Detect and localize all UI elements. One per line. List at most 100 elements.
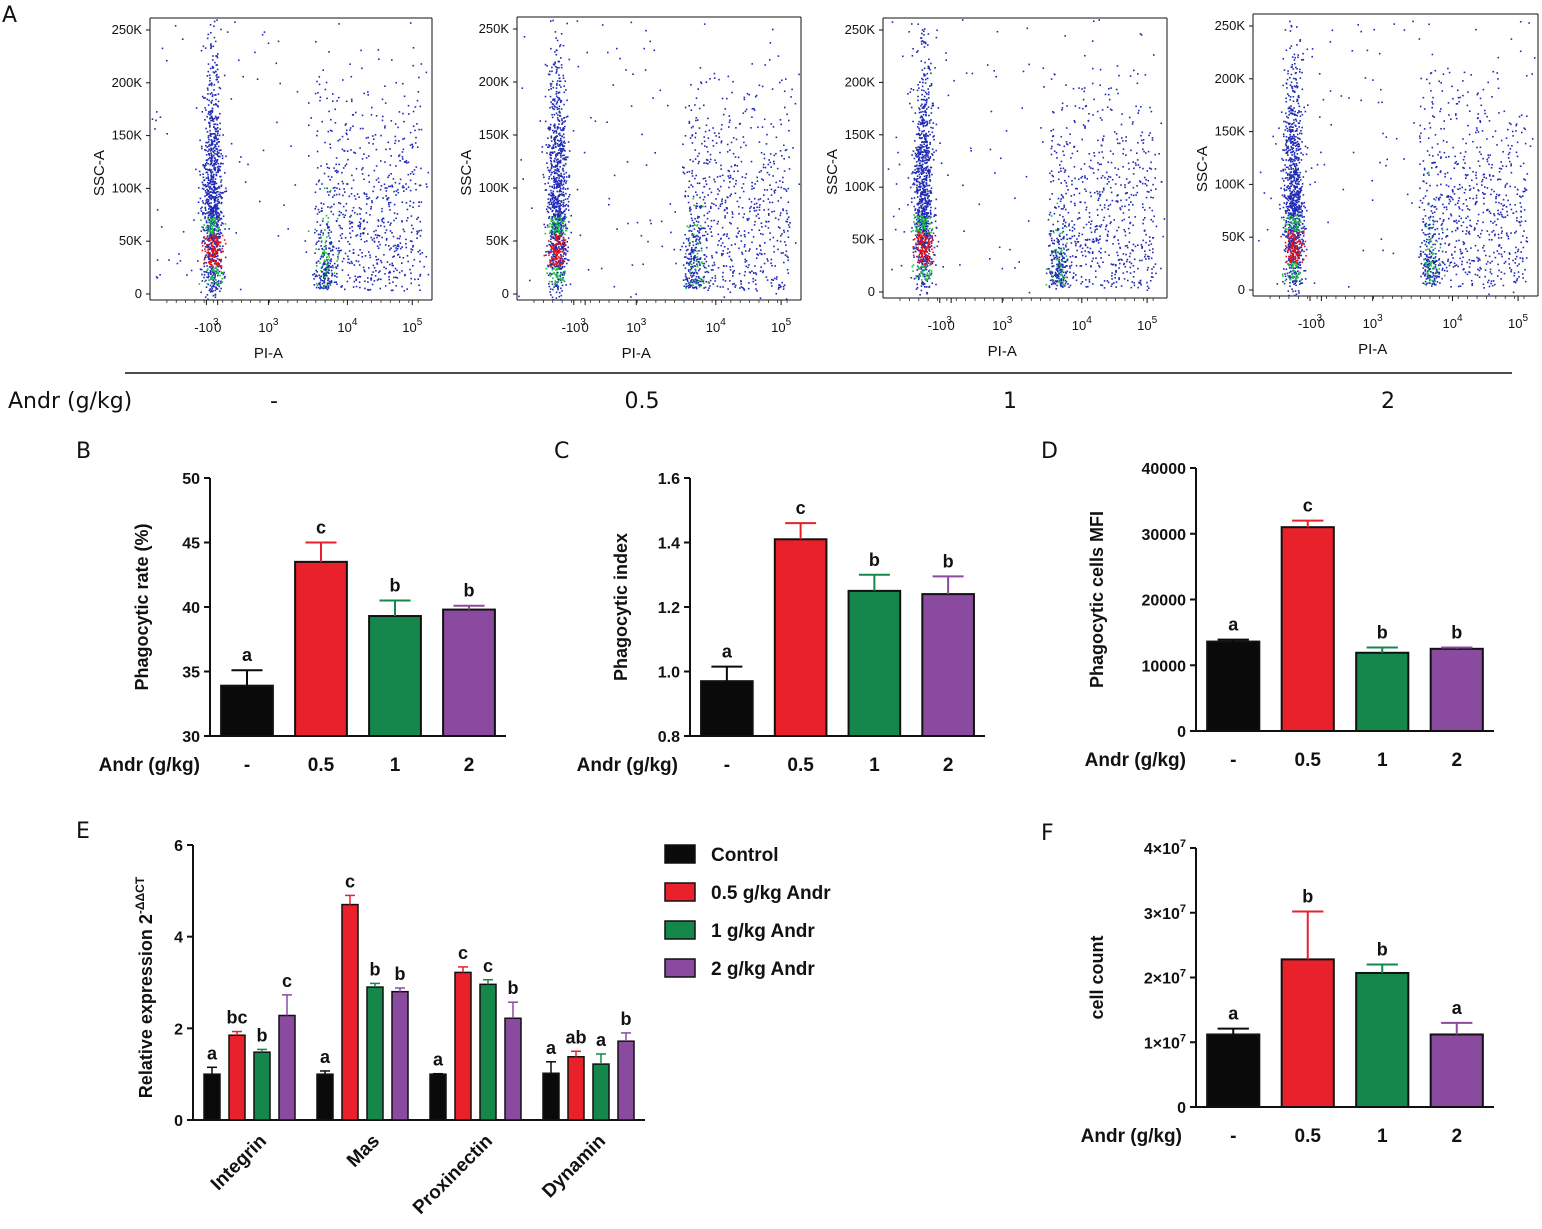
flow-event-dot: [420, 167, 422, 170]
flow-event-dot: [319, 276, 322, 278]
flow-event-dot: [316, 213, 319, 215]
flow-event-dot: [221, 272, 223, 274]
flow-event-dot: [211, 110, 214, 112]
flow-event-dot: [748, 93, 750, 96]
flow-event-dot: [636, 221, 639, 224]
flow-event-dot: [911, 172, 913, 175]
flow-event-dot: [553, 265, 556, 267]
flow-event-dot: [718, 190, 721, 192]
flow-event-dot: [719, 286, 722, 288]
flow-event-dot: [215, 243, 217, 245]
flow-event-dot: [416, 233, 418, 235]
flow-event-dot: [317, 240, 320, 242]
flow-event-dot: [220, 281, 223, 284]
flow-event-dot: [340, 286, 342, 288]
flow-event-dot: [559, 264, 561, 266]
flow-event-dot: [565, 116, 568, 118]
flow-event-dot: [918, 200, 921, 203]
flow-event-dot: [703, 23, 706, 25]
flow-event-dot: [332, 266, 335, 269]
flow-event-dot: [242, 75, 244, 78]
flow-event-dot: [215, 261, 217, 263]
flow-event-dot: [693, 265, 695, 267]
flow-event-dot: [556, 230, 559, 233]
flow-event-dot: [211, 212, 213, 214]
flow-event-dot: [695, 117, 698, 119]
flow-x-tick-label: 0: [582, 320, 589, 335]
flow-event-dot: [688, 207, 691, 210]
flow-event-dot: [927, 67, 930, 69]
flow-event-dot: [930, 274, 932, 276]
flow-event-dot: [363, 153, 365, 155]
flow-event-dot: [421, 252, 424, 254]
flow-event-dot: [329, 237, 331, 239]
flow-event-dot: [211, 282, 213, 285]
flow-event-dot: [556, 153, 559, 155]
flow-event-dot: [555, 103, 558, 105]
flow-event-dot: [783, 170, 786, 172]
flow-event-dot: [576, 188, 579, 191]
flow-event-dot: [720, 185, 722, 188]
flow-event-dot: [395, 249, 398, 252]
flow-event-dot: [926, 151, 928, 154]
flow-event-dot: [557, 196, 559, 198]
flow-event-dot: [330, 250, 332, 252]
flow-event-dot: [214, 127, 216, 130]
flow-event-dot: [916, 149, 918, 151]
flow-event-dot: [692, 262, 695, 264]
flow-event-dot: [330, 280, 333, 282]
flow-event-dot: [388, 203, 390, 206]
flow-event-dot: [201, 240, 204, 242]
flow-event-dot: [923, 181, 925, 183]
flow-event-dot: [363, 269, 365, 271]
flow-event-dot: [690, 213, 692, 216]
flow-event-dot: [319, 188, 321, 190]
flow-event-dot: [931, 153, 933, 155]
flow-event-dot: [320, 240, 323, 242]
flow-event-dot: [213, 272, 215, 275]
flow-event-dot: [211, 59, 214, 61]
flow-event-dot: [927, 205, 929, 208]
flow-event-dot: [209, 263, 211, 265]
flow-event-dot: [218, 233, 221, 236]
flow-event-dot: [564, 125, 566, 128]
flow-event-dot: [555, 90, 558, 93]
flow-event-dot: [731, 259, 733, 262]
flow-event-dot: [558, 111, 561, 113]
flow-event-dot: [688, 237, 691, 239]
flow-event-dot: [555, 253, 558, 256]
flow-event-dot: [215, 137, 218, 140]
flow-event-dot: [216, 139, 218, 141]
flow-event-dot: [713, 178, 715, 181]
flow-event-dot: [915, 171, 918, 173]
flow-event-dot: [916, 231, 919, 233]
flow-event-dot: [608, 197, 611, 200]
flow-event-dot: [694, 282, 697, 284]
flow-event-dot: [733, 282, 735, 285]
flow-event-dot: [564, 150, 566, 152]
flow-event-dot: [324, 260, 326, 263]
flow-event-dot: [212, 216, 215, 219]
flow-event-dot: [744, 258, 746, 261]
flow-event-dot: [211, 217, 213, 220]
flow-event-dot: [218, 193, 220, 196]
flow-event-dot: [201, 280, 204, 282]
flow-event-dot: [219, 195, 221, 198]
flow-event-dot: [698, 227, 700, 229]
flow-event-dot: [558, 97, 560, 99]
flow-event-dot: [322, 232, 324, 234]
flow-event-dot: [924, 254, 926, 256]
flow-event-dot: [557, 221, 559, 223]
flow-event-dot: [556, 108, 559, 110]
flow-event-dot: [907, 204, 909, 206]
flow-event-dot: [213, 213, 215, 216]
flow-event-dot: [357, 260, 360, 263]
flow-event-dot: [556, 68, 558, 71]
flow-event-dot: [217, 145, 220, 148]
flow-event-dot: [402, 82, 404, 85]
flow-event-dot: [742, 190, 745, 193]
flow-event-dot: [322, 253, 324, 256]
flow-event-dot: [783, 231, 786, 233]
